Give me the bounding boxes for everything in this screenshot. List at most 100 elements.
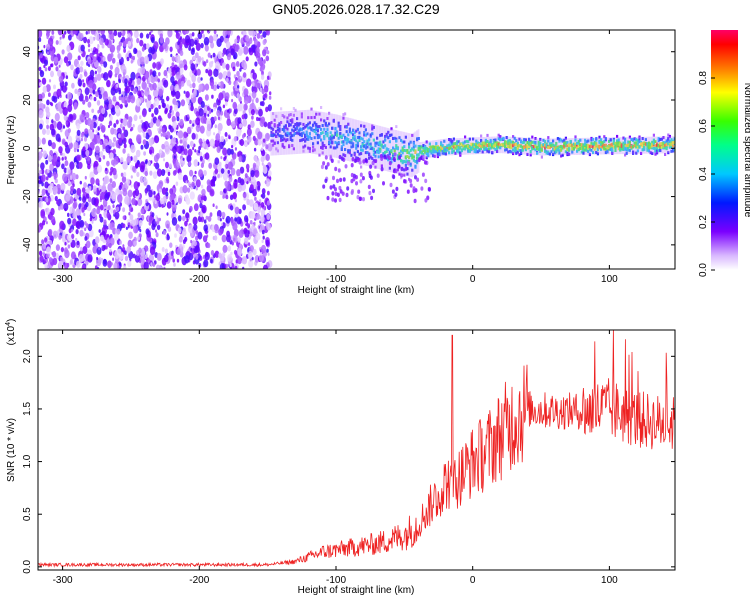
heatmap-cell	[80, 132, 84, 138]
heatmap-cell	[96, 100, 101, 106]
heatmap-cell	[326, 195, 330, 201]
heatmap-cell	[486, 136, 489, 154]
heatmap-cell	[636, 142, 639, 146]
heatmap-cell	[376, 125, 378, 169]
heatmap-cell	[135, 162, 139, 169]
heatmap-cell	[120, 157, 124, 163]
heatmap-cell	[103, 138, 109, 146]
heatmap-cell	[320, 132, 323, 135]
heatmap-cell	[300, 132, 303, 136]
heatmap-cell	[188, 46, 192, 51]
heatmap-cell	[336, 142, 339, 146]
heatmap-cell	[113, 123, 117, 128]
heatmap-cell	[217, 215, 221, 221]
spectrogram-y-label: Frequency (Hz)	[6, 116, 17, 185]
heatmap-cell	[316, 141, 319, 145]
heatmap-cell	[150, 103, 154, 110]
heatmap-cell	[98, 213, 102, 219]
heatmap-cell	[664, 153, 667, 156]
heatmap-cell	[225, 137, 228, 142]
heatmap-cell	[346, 186, 350, 191]
heatmap-cell	[67, 104, 73, 113]
snr-background	[38, 330, 675, 570]
heatmap-cell	[202, 142, 205, 148]
heatmap-cell	[412, 148, 415, 152]
heatmap-cell	[230, 217, 234, 224]
heatmap-cell	[116, 228, 121, 235]
heatmap-cell	[358, 160, 362, 165]
heatmap-cell	[143, 121, 149, 130]
heatmap-cell	[508, 145, 511, 149]
heatmap-cell	[284, 138, 287, 142]
heatmap-cell	[435, 145, 438, 149]
heatmap-cell	[664, 136, 666, 154]
heatmap-cell	[272, 143, 275, 147]
heatmap-cell	[258, 30, 263, 34]
heatmap-cell	[398, 155, 402, 160]
heatmap-cell	[85, 149, 90, 157]
heatmap-cell	[412, 132, 415, 177]
heatmap-cell	[90, 30, 96, 35]
x-tick-label: 0	[470, 575, 476, 586]
heatmap-cell	[611, 147, 614, 150]
heatmap-cell	[470, 142, 473, 146]
heatmap-cell	[232, 222, 238, 231]
heatmap-cell	[227, 169, 231, 175]
heatmap-cell	[257, 57, 263, 65]
heatmap-cell	[222, 30, 227, 37]
heatmap-cell	[547, 136, 550, 140]
heatmap-cell	[150, 160, 153, 164]
heatmap-cell	[207, 52, 211, 58]
heatmap-cell	[67, 180, 72, 187]
heatmap-cell	[74, 162, 77, 166]
heatmap-cell	[153, 88, 159, 98]
heatmap-cell	[480, 137, 482, 154]
heatmap-cell	[432, 154, 435, 158]
heatmap-cell	[534, 138, 537, 156]
heatmap-cell	[305, 124, 308, 128]
heatmap-cell	[61, 163, 65, 170]
heatmap-cell	[177, 227, 182, 234]
heatmap-cell	[289, 131, 292, 135]
heatmap-cell	[416, 177, 420, 182]
heatmap-cell	[245, 56, 249, 62]
heatmap-cell	[97, 132, 100, 136]
heatmap-cell	[409, 148, 412, 152]
heatmap-cell	[616, 144, 619, 148]
heatmap-cell	[266, 200, 271, 206]
heatmap-cell	[229, 108, 232, 113]
heatmap-cell	[258, 215, 261, 220]
heatmap-cell	[48, 92, 51, 97]
heatmap-cell	[67, 244, 71, 249]
heatmap-cell	[175, 32, 180, 39]
heatmap-cell	[536, 138, 538, 156]
heatmap-cell	[577, 139, 580, 143]
heatmap-cell	[428, 146, 431, 149]
heatmap-cell	[308, 132, 311, 136]
heatmap-cell	[446, 144, 449, 148]
heatmap-cell	[475, 142, 478, 146]
snr-multiplier-prefix: (x10	[6, 325, 17, 345]
heatmap-cell	[452, 142, 455, 146]
figure-title: GN05.2026.028.17.32.C29	[272, 1, 440, 17]
heatmap-cell	[126, 156, 132, 164]
heatmap-cell	[339, 125, 342, 128]
heatmap-cell	[454, 151, 457, 155]
heatmap-cell	[529, 140, 532, 144]
heatmap-cell	[359, 172, 363, 177]
heatmap-cell	[289, 119, 292, 123]
heatmap-cell	[97, 126, 101, 131]
heatmap-cell	[208, 61, 213, 68]
heatmap-cell	[432, 140, 434, 158]
heatmap-cell	[376, 150, 379, 154]
heatmap-cell	[494, 138, 497, 142]
heatmap-cell	[224, 155, 227, 160]
heatmap-cell	[150, 30, 153, 33]
heatmap-cell	[132, 55, 136, 61]
heatmap-cell	[561, 153, 564, 157]
heatmap-cell	[507, 139, 510, 143]
heatmap-cell	[182, 157, 185, 161]
heatmap-cell	[170, 76, 175, 84]
heatmap-cell	[345, 125, 348, 129]
heatmap-cell	[380, 133, 383, 137]
